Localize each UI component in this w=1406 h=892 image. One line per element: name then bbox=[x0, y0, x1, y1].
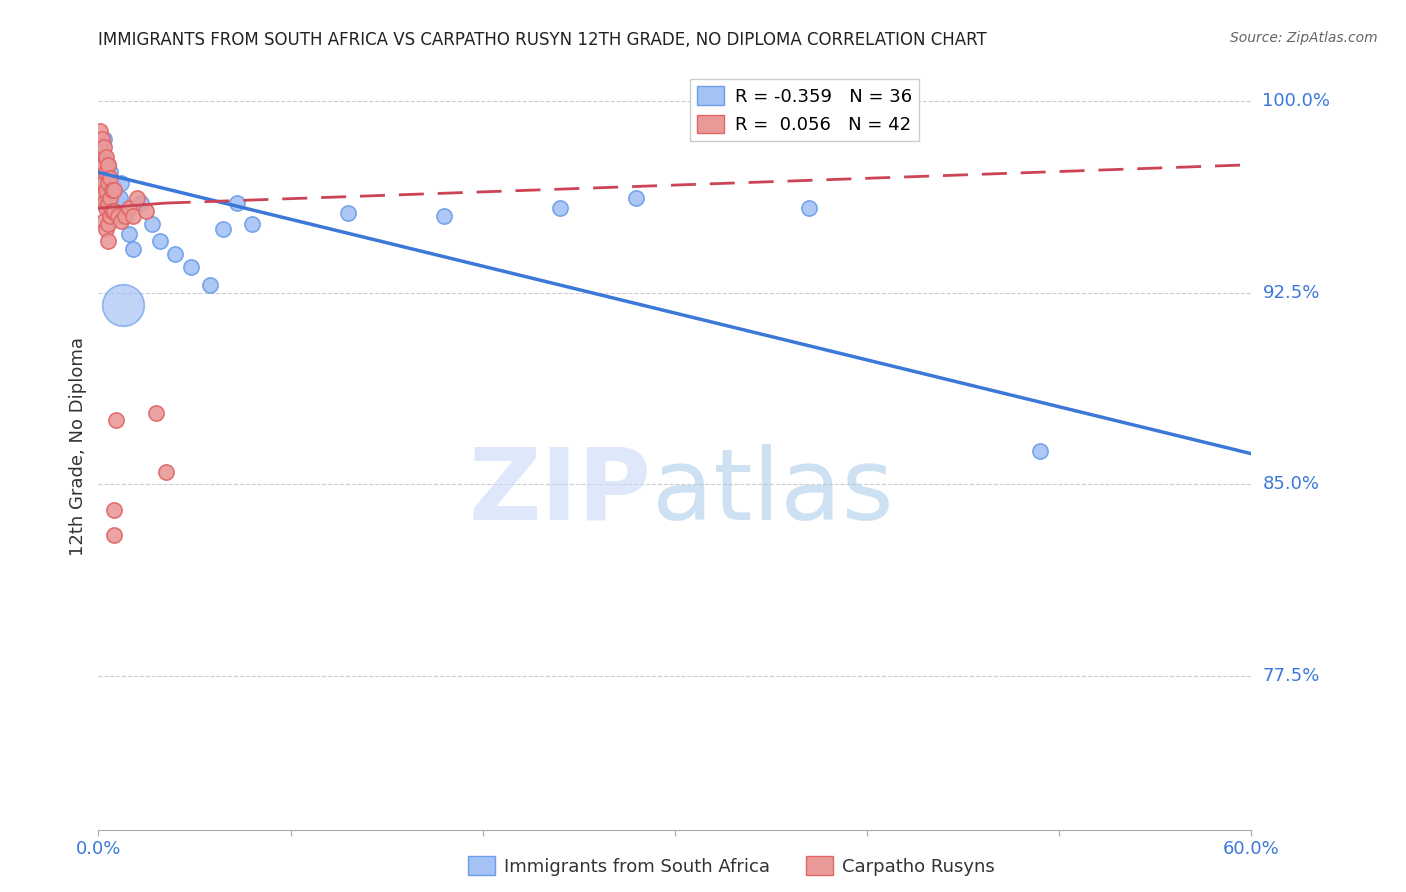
Point bbox=[118, 227, 141, 241]
Point bbox=[94, 201, 117, 215]
Point bbox=[110, 176, 132, 190]
Point bbox=[98, 209, 121, 223]
Point bbox=[89, 124, 111, 138]
Text: 85.0%: 85.0% bbox=[1263, 475, 1319, 493]
Point bbox=[101, 203, 124, 218]
Legend: Immigrants from South Africa, Carpatho Rusyns: Immigrants from South Africa, Carpatho R… bbox=[460, 849, 1002, 883]
Point bbox=[135, 203, 157, 218]
Point bbox=[225, 196, 247, 211]
Point bbox=[97, 201, 120, 215]
Point bbox=[149, 235, 172, 249]
Point bbox=[91, 132, 114, 146]
Text: 92.5%: 92.5% bbox=[1263, 284, 1320, 301]
Point bbox=[93, 132, 115, 146]
Point bbox=[91, 145, 114, 159]
Point bbox=[103, 209, 125, 223]
Point bbox=[103, 503, 125, 517]
Point bbox=[94, 165, 117, 179]
Point bbox=[91, 165, 114, 179]
Point bbox=[98, 191, 121, 205]
Point bbox=[101, 183, 124, 197]
Point bbox=[93, 150, 115, 164]
Point bbox=[433, 209, 456, 223]
Text: atlas: atlas bbox=[652, 443, 893, 541]
Point bbox=[180, 260, 202, 274]
Point bbox=[93, 158, 115, 172]
Point bbox=[91, 158, 114, 172]
Point bbox=[101, 196, 124, 211]
Point bbox=[110, 214, 132, 228]
Point bbox=[98, 170, 121, 185]
Point bbox=[1029, 444, 1052, 458]
Point bbox=[122, 209, 145, 223]
Point bbox=[122, 242, 145, 256]
Point bbox=[98, 165, 121, 179]
Point bbox=[94, 176, 117, 190]
Point bbox=[212, 221, 235, 235]
Point bbox=[93, 140, 115, 154]
Point bbox=[103, 203, 125, 218]
Point bbox=[799, 201, 821, 215]
Text: 77.5%: 77.5% bbox=[1263, 667, 1320, 685]
Point bbox=[97, 196, 120, 211]
Point bbox=[104, 201, 127, 215]
Point bbox=[101, 176, 124, 190]
Point bbox=[114, 209, 136, 223]
Point bbox=[626, 191, 648, 205]
Point bbox=[98, 209, 121, 223]
Point bbox=[97, 235, 120, 249]
Point bbox=[94, 191, 117, 205]
Point bbox=[91, 188, 114, 202]
Point bbox=[91, 170, 114, 185]
Point bbox=[89, 140, 111, 154]
Point bbox=[97, 158, 120, 172]
Point bbox=[94, 221, 117, 235]
Text: ZIP: ZIP bbox=[470, 443, 652, 541]
Point bbox=[198, 277, 221, 292]
Point bbox=[93, 196, 115, 211]
Point bbox=[104, 413, 127, 427]
Point bbox=[165, 247, 187, 261]
Legend: R = -0.359   N = 36, R =  0.056   N = 42: R = -0.359 N = 36, R = 0.056 N = 42 bbox=[690, 79, 920, 141]
Y-axis label: 12th Grade, No Diploma: 12th Grade, No Diploma bbox=[69, 336, 87, 556]
Point bbox=[97, 176, 120, 190]
Point bbox=[93, 176, 115, 190]
Point bbox=[103, 183, 125, 197]
Point bbox=[548, 201, 571, 215]
Point bbox=[93, 214, 115, 228]
Point bbox=[114, 209, 136, 223]
Point bbox=[97, 176, 120, 190]
Point bbox=[94, 150, 117, 164]
Point bbox=[337, 206, 360, 220]
Text: Source: ZipAtlas.com: Source: ZipAtlas.com bbox=[1230, 31, 1378, 45]
Point bbox=[155, 465, 177, 479]
Point bbox=[112, 298, 135, 312]
Point bbox=[145, 406, 167, 420]
Point bbox=[98, 188, 121, 202]
Point bbox=[125, 191, 148, 205]
Point bbox=[89, 155, 111, 169]
Point bbox=[94, 183, 117, 197]
Point bbox=[107, 209, 129, 223]
Point bbox=[97, 217, 120, 231]
Text: 100.0%: 100.0% bbox=[1263, 92, 1330, 110]
Point bbox=[118, 201, 141, 215]
Point bbox=[129, 196, 152, 211]
Point bbox=[97, 158, 120, 172]
Point bbox=[103, 528, 125, 542]
Point bbox=[141, 217, 163, 231]
Point bbox=[108, 191, 131, 205]
Point bbox=[240, 217, 263, 231]
Point bbox=[107, 196, 129, 211]
Text: IMMIGRANTS FROM SOUTH AFRICA VS CARPATHO RUSYN 12TH GRADE, NO DIPLOMA CORRELATIO: IMMIGRANTS FROM SOUTH AFRICA VS CARPATHO… bbox=[98, 31, 987, 49]
